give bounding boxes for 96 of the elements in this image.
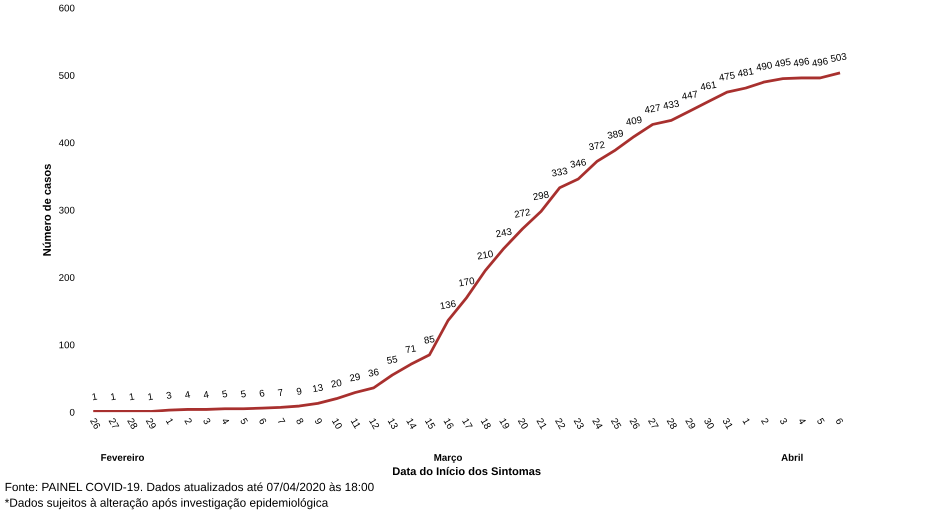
x-tick-label: 2 bbox=[761, 418, 770, 425]
data-label: 481 bbox=[737, 68, 754, 78]
source-note: Fonte: PAINEL COVID-19. Dados atualizados até 07/04/2020 às 18:00 bbox=[6, 482, 374, 492]
x-tick-label: 23 bbox=[574, 418, 584, 430]
x-tick-label: 13 bbox=[388, 418, 398, 430]
data-label: 389 bbox=[607, 130, 624, 139]
data-label: 409 bbox=[626, 116, 642, 126]
x-tick-label: 24 bbox=[592, 418, 604, 430]
x-tick-label: 25 bbox=[610, 418, 622, 430]
data-label: 503 bbox=[830, 52, 847, 62]
data-label: 4 bbox=[203, 390, 210, 398]
x-tick-label: 1 bbox=[166, 418, 174, 425]
data-label: 346 bbox=[570, 158, 586, 168]
data-label: 3 bbox=[166, 391, 172, 400]
x-tick-label: 12 bbox=[369, 418, 380, 430]
x-tick-label: 28 bbox=[666, 418, 678, 430]
x-tick-label: 26 bbox=[629, 418, 640, 430]
y-tick-label: 500 bbox=[59, 72, 74, 79]
data-label: 55 bbox=[386, 356, 398, 364]
data-label: 243 bbox=[496, 228, 512, 238]
data-label: 13 bbox=[312, 384, 324, 392]
data-label: 461 bbox=[700, 81, 716, 90]
data-label: 333 bbox=[551, 167, 568, 177]
x-tick-label: 29 bbox=[146, 418, 157, 430]
text: *Dados sujeitos à alteração após investigação epidemiológica bbox=[4, 498, 328, 510]
x-tick-label: 26 bbox=[90, 418, 101, 430]
data-label: 272 bbox=[514, 208, 530, 218]
y-tick-label: 300 bbox=[59, 206, 74, 214]
x-tick-label: 16 bbox=[443, 418, 454, 430]
data-label: 433 bbox=[662, 100, 680, 110]
x-tick-label: 29 bbox=[685, 418, 696, 430]
data-label: 447 bbox=[681, 90, 698, 100]
y-tick-label: 400 bbox=[58, 139, 74, 146]
data-label: 9 bbox=[296, 387, 302, 395]
data-label: 36 bbox=[368, 368, 379, 377]
data-label: 1 bbox=[110, 392, 116, 400]
x-axis-title: Data do Início dos Sintomas bbox=[393, 466, 541, 476]
data-label: 1 bbox=[148, 392, 154, 400]
x-tick-label: 9 bbox=[314, 418, 323, 425]
x-tick-label: 6 bbox=[835, 418, 844, 425]
x-tick-label: 27 bbox=[648, 418, 659, 430]
data-label: 427 bbox=[644, 104, 661, 114]
data-label: 1 bbox=[92, 392, 98, 400]
data-label: 6 bbox=[259, 389, 265, 398]
x-tick-label: 5 bbox=[240, 418, 248, 425]
data-label: 5 bbox=[240, 390, 246, 398]
x-tick-label: 31 bbox=[722, 417, 734, 430]
data-label: 29 bbox=[349, 373, 360, 382]
data-label: 496 bbox=[792, 57, 810, 67]
data-label: 4 bbox=[184, 390, 190, 398]
text: Março bbox=[434, 454, 462, 463]
x-tick-label: 4 bbox=[798, 417, 806, 425]
x-tick-label: 6 bbox=[258, 418, 267, 425]
y-tick-label: 600 bbox=[59, 4, 74, 12]
y-tick-label: 100 bbox=[59, 341, 74, 348]
data-label: 170 bbox=[458, 277, 475, 286]
x-tick-label: 11 bbox=[350, 418, 361, 429]
x-tick-label: 2 bbox=[184, 418, 192, 425]
data-label: 210 bbox=[477, 250, 494, 260]
x-tick-label: 17 bbox=[462, 418, 473, 430]
y-axis-title: Número de casos bbox=[42, 164, 51, 256]
x-tick-label: 30 bbox=[704, 417, 715, 430]
data-label: 1 bbox=[129, 392, 134, 400]
data-label: 7 bbox=[278, 388, 284, 396]
x-tick-label: 15 bbox=[424, 418, 436, 430]
x-tick-label: 21 bbox=[536, 418, 548, 430]
x-tick-label: 3 bbox=[779, 417, 788, 425]
data-label: 136 bbox=[440, 300, 456, 310]
x-tick-label: 20 bbox=[518, 418, 529, 430]
data-label: 372 bbox=[588, 140, 605, 150]
x-tick-label: 19 bbox=[499, 418, 510, 430]
x-tick-label: 5 bbox=[816, 418, 825, 425]
text: Abril bbox=[781, 454, 803, 461]
x-tick-label: 8 bbox=[296, 417, 304, 425]
data-label: 298 bbox=[532, 190, 550, 200]
data-label: 475 bbox=[718, 72, 736, 82]
text: Fevereiro bbox=[101, 454, 144, 461]
x-tick-label: 3 bbox=[202, 417, 212, 425]
data-label: 495 bbox=[774, 58, 791, 68]
y-tick-label: 200 bbox=[59, 274, 74, 281]
x-tick-label: 14 bbox=[406, 418, 418, 430]
x-tick-label: 1 bbox=[742, 418, 750, 425]
y-tick-label: 0 bbox=[70, 408, 74, 416]
data-label: 20 bbox=[330, 379, 342, 388]
data-label: 85 bbox=[424, 335, 435, 344]
data-label: 496 bbox=[812, 57, 828, 67]
x-tick-label: 22 bbox=[555, 418, 566, 430]
x-tick-label: 7 bbox=[277, 418, 286, 425]
data-label: 490 bbox=[756, 61, 772, 71]
x-tick-label: 10 bbox=[332, 418, 343, 430]
x-tick-label: 27 bbox=[108, 418, 120, 430]
x-tick-label: 18 bbox=[480, 418, 492, 430]
data-label: 71 bbox=[405, 344, 416, 354]
x-tick-label: 28 bbox=[127, 418, 138, 430]
data-label: 5 bbox=[222, 390, 228, 398]
x-tick-label: 4 bbox=[221, 417, 230, 425]
